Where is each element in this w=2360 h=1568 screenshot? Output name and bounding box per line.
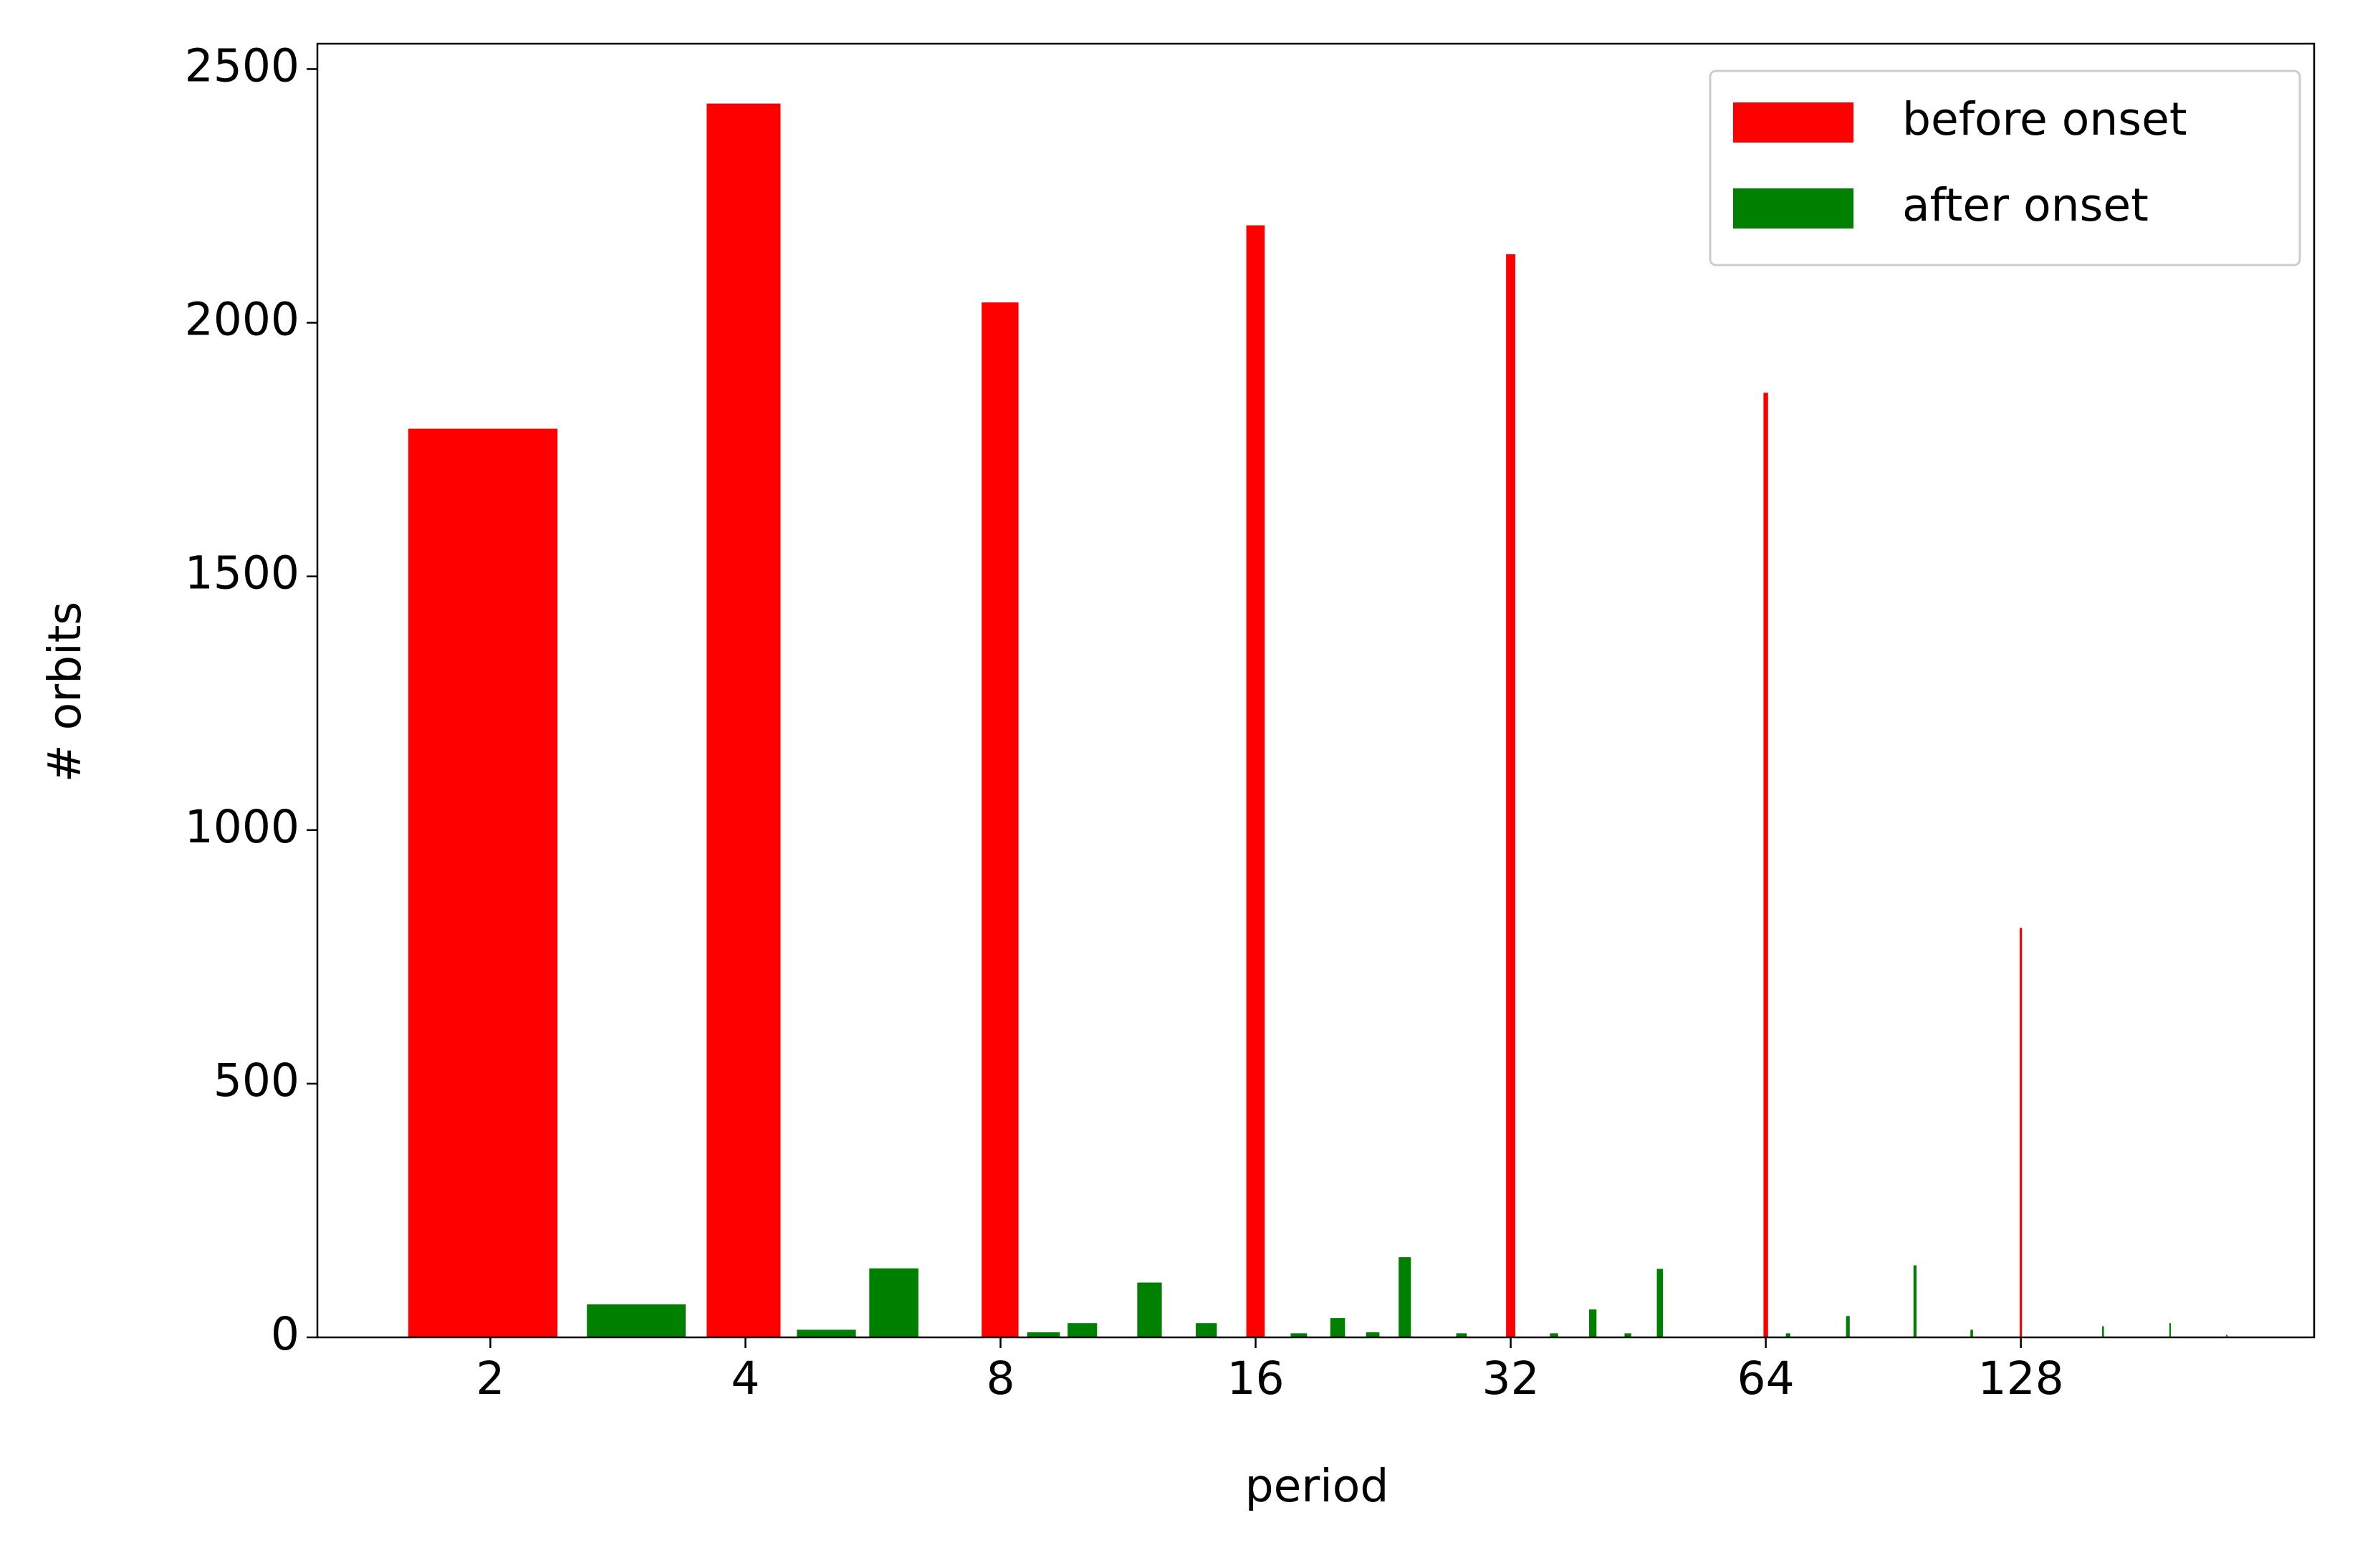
bar bbox=[1970, 1329, 1973, 1337]
bar bbox=[1506, 254, 1515, 1338]
bar bbox=[1399, 1257, 1411, 1337]
y-tick-label: 1500 bbox=[185, 547, 299, 600]
bar bbox=[1785, 1333, 1790, 1337]
legend-label: after onset bbox=[1902, 179, 2149, 231]
bar bbox=[2101, 1326, 2104, 1337]
bar bbox=[1137, 1282, 1162, 1337]
bar bbox=[1068, 1323, 1098, 1337]
x-axis-label: period bbox=[1245, 1460, 1389, 1512]
bar bbox=[2226, 1334, 2228, 1337]
bar bbox=[408, 428, 558, 1338]
legend-swatch bbox=[1733, 102, 1853, 143]
y-tick-label: 1000 bbox=[185, 801, 299, 853]
x-tick-label: 16 bbox=[1227, 1352, 1284, 1405]
bar bbox=[869, 1268, 918, 1337]
bar bbox=[587, 1304, 686, 1337]
x-tick-label: 2 bbox=[476, 1352, 504, 1405]
bar bbox=[1846, 1316, 1850, 1337]
legend-label: before onset bbox=[1902, 93, 2187, 145]
bar bbox=[1656, 1269, 1664, 1337]
bar bbox=[1196, 1323, 1217, 1337]
bar bbox=[1550, 1333, 1558, 1337]
bar bbox=[1589, 1309, 1597, 1337]
bar bbox=[982, 302, 1019, 1338]
legend-swatch bbox=[1733, 188, 1853, 229]
legend-box bbox=[1709, 69, 2301, 266]
x-tick-label: 32 bbox=[1482, 1352, 1539, 1405]
bar bbox=[1246, 225, 1265, 1338]
x-tick-label: 64 bbox=[1737, 1352, 1795, 1405]
y-tick-label: 500 bbox=[214, 1054, 299, 1107]
bar bbox=[1366, 1332, 1380, 1337]
bar bbox=[1624, 1333, 1631, 1337]
y-tick-label: 0 bbox=[271, 1308, 299, 1360]
y-axis-label: # orbits bbox=[39, 602, 91, 782]
bar bbox=[1763, 393, 1768, 1337]
bar bbox=[2169, 1323, 2171, 1337]
x-tick-label: 4 bbox=[731, 1352, 759, 1405]
bar bbox=[1027, 1332, 1060, 1337]
plot-frame bbox=[316, 42, 2316, 1339]
bar bbox=[1913, 1265, 1917, 1337]
bar bbox=[797, 1329, 856, 1337]
y-tick-label: 2000 bbox=[185, 294, 299, 346]
x-tick-label: 8 bbox=[986, 1352, 1014, 1405]
y-tick-label: 2500 bbox=[185, 39, 299, 92]
bar bbox=[1456, 1333, 1467, 1337]
bar bbox=[1330, 1318, 1346, 1337]
x-tick-label: 128 bbox=[1978, 1352, 2064, 1405]
bar bbox=[2020, 928, 2023, 1337]
bar bbox=[1290, 1333, 1308, 1337]
bar bbox=[706, 103, 781, 1337]
